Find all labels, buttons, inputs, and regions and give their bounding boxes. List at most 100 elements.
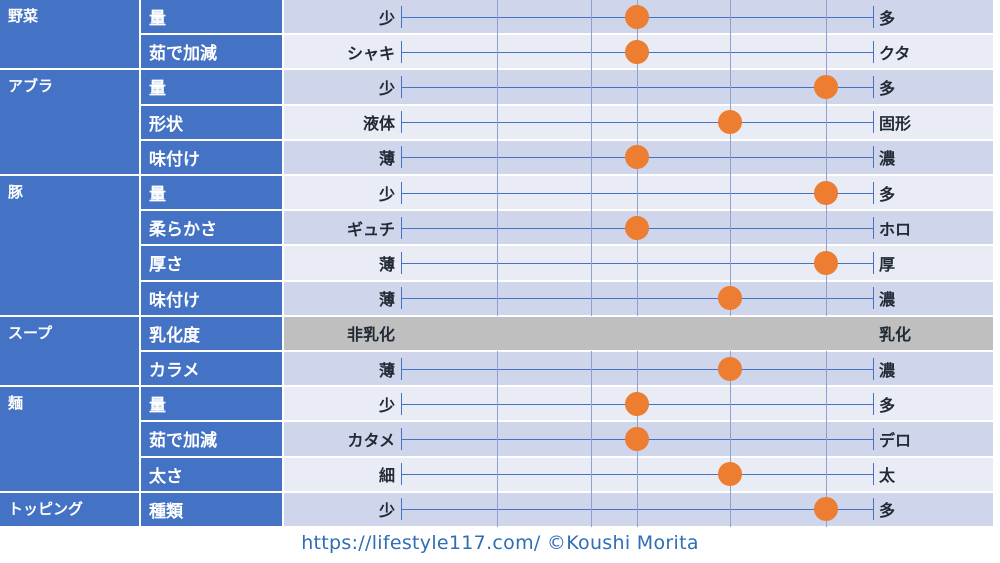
scale-tick	[591, 33, 592, 70]
scale-tick	[497, 104, 498, 141]
scale-low-label: 薄	[378, 254, 395, 274]
scale-tick	[497, 139, 498, 176]
rating-scale-row: 少多	[284, 174, 993, 212]
scale-high-label: 乳化	[879, 325, 912, 345]
scale-tick	[497, 385, 498, 422]
rating-dot	[625, 215, 649, 240]
rating-scale-row: 薄濃	[284, 280, 993, 317]
attribute-label: 味付け	[141, 140, 284, 176]
attribute-label: 乳化度	[141, 316, 284, 352]
scale-tick	[401, 216, 402, 239]
rating-dot	[814, 250, 838, 275]
scale-tick	[497, 0, 498, 35]
attribute-label: 種類	[141, 492, 284, 528]
scale-tick	[637, 280, 638, 317]
scale-tick	[637, 350, 638, 387]
scale-tick	[730, 420, 731, 457]
scale-tick	[637, 68, 638, 105]
ramen-rating-table: 野菜量少多茹で加減 シャキ クタ アブラ量少多形状 液体 固形 味付け薄濃豚量少多柔らかさギ…	[0, 0, 993, 528]
scale-tick	[637, 244, 638, 281]
rating-scale-row: シャキ クタ	[284, 33, 993, 71]
footer-credit: https://lifestyle117.com/ ©Koushi Morita	[301, 532, 699, 554]
scale-high-label: 多	[879, 184, 896, 204]
scale-tick	[826, 0, 827, 35]
scale-tick	[591, 280, 592, 317]
scale-tick	[401, 392, 402, 415]
attribute-label: 量	[141, 0, 284, 36]
scale-tick	[497, 350, 498, 387]
rating-dot	[625, 426, 649, 451]
scale-tick	[497, 33, 498, 70]
attribute-label: 茹で加減	[141, 422, 284, 458]
rating-scale-row: 少多	[284, 0, 993, 36]
scale-tick	[637, 174, 638, 211]
attribute-label: カラメ	[141, 352, 284, 388]
category-label: スープ	[0, 316, 141, 388]
scale-low-label: 薄	[378, 149, 395, 169]
attribute-label: 量	[141, 176, 284, 212]
rating-scale-row: 薄濃	[284, 139, 993, 176]
scale-tick	[401, 357, 402, 380]
scale-high-label: 多	[879, 78, 896, 98]
scale-tick	[497, 280, 498, 317]
scale-high-label: 濃	[879, 149, 896, 169]
scale-high-label: 固形	[879, 114, 912, 134]
scale-tick	[873, 75, 874, 98]
scale-high-label: 多	[879, 501, 896, 521]
rating-dot	[625, 391, 649, 416]
scale-low-label: 少	[378, 184, 395, 204]
rating-scale-row: カタメ デロ	[284, 420, 993, 458]
scale-tick	[730, 33, 731, 70]
scale-tick	[591, 244, 592, 281]
scale-tick	[873, 216, 874, 239]
scale-tick	[401, 40, 402, 63]
scale-high-label: 濃	[879, 360, 896, 380]
scale-tick	[591, 174, 592, 211]
scale-tick	[591, 420, 592, 457]
scale-tick	[873, 463, 874, 486]
scale-tick	[730, 68, 731, 105]
scale-low-label: 非乳化	[346, 325, 395, 345]
scale-tick	[591, 385, 592, 422]
scale-tick	[401, 75, 402, 98]
scale-tick	[637, 104, 638, 141]
rating-scale-row: 薄濃	[284, 350, 993, 388]
rating-dot	[625, 4, 649, 29]
scale-tick	[497, 174, 498, 211]
scale-tick	[497, 420, 498, 457]
scale-tick	[730, 244, 731, 281]
attribute-label: 柔らかさ	[141, 211, 284, 247]
scale-tick	[826, 209, 827, 246]
scale-tick	[873, 357, 874, 380]
scale-tick	[873, 251, 874, 274]
scale-tick	[401, 111, 402, 134]
scale-tick	[826, 139, 827, 176]
scale-low-label: ギュチ	[346, 219, 395, 239]
attribute-label: 量	[141, 70, 284, 106]
rating-scale-row: 少多	[284, 68, 993, 106]
scale-high-label: デロ	[879, 430, 912, 450]
scale-tick	[591, 491, 592, 528]
scale-tick	[873, 498, 874, 521]
attribute-label: 太さ	[141, 457, 284, 493]
scale-high-label: 多	[879, 395, 896, 415]
rating-scale-row: 細太	[284, 456, 993, 493]
scale-tick	[497, 491, 498, 528]
scale-low-label: 少	[378, 501, 395, 521]
scale-tick	[730, 385, 731, 422]
rating-scale-row: 非乳化 乳化	[284, 316, 993, 352]
scale-high-label: クタ	[879, 43, 911, 63]
scale-tick	[637, 456, 638, 493]
rating-scale-row: 液体 固形	[284, 104, 993, 141]
scale-tick	[401, 498, 402, 521]
scale-tick	[730, 0, 731, 35]
scale-tick	[873, 146, 874, 169]
scale-high-label: ホロ	[879, 219, 912, 239]
rating-dot	[814, 497, 838, 522]
rating-dot	[625, 39, 649, 64]
scale-high-label: 厚	[879, 254, 896, 274]
scale-tick	[591, 104, 592, 141]
scale-tick	[401, 427, 402, 450]
scale-low-label: 液体	[362, 114, 395, 134]
scale-tick	[401, 463, 402, 486]
